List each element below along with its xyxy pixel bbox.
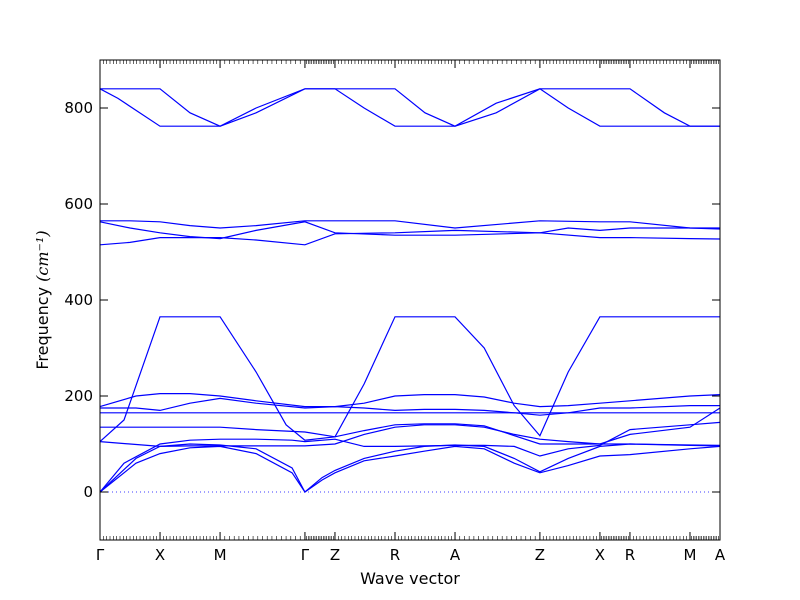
x-tick-label: Γ (301, 546, 310, 564)
x-axis-title: Wave vector (360, 569, 460, 588)
x-tick-label: A (450, 546, 461, 564)
y-tick-label: 800 (64, 99, 93, 117)
phonon-band-5 (99, 316, 720, 443)
y-tick-label: 400 (64, 291, 93, 309)
y-tick-label: 200 (64, 387, 93, 405)
phonon-band-10 (100, 220, 721, 230)
y-tick-label: 600 (64, 195, 93, 213)
x-tick-label: Z (535, 546, 545, 564)
y-axis-unit: (cm⁻¹) (33, 230, 52, 281)
phonon-band-12 (99, 227, 720, 246)
phonon-band-9 (99, 393, 721, 408)
x-tick-label: R (390, 546, 400, 564)
x-tick-label: Z (330, 546, 340, 564)
y-axis-title: Frequency (cm⁻¹) (33, 230, 52, 369)
band-lines (99, 88, 721, 493)
phonon-band-1 (99, 445, 721, 493)
x-tick-label: M (684, 546, 697, 564)
x-tick-label: X (595, 546, 605, 564)
phonon-band-8 (100, 397, 720, 416)
x-tick-label: X (155, 546, 165, 564)
y-ticks: 0 200 400 600 800 (64, 99, 720, 501)
phonon-band-14 (99, 88, 720, 127)
x-tick-label: A (715, 546, 726, 564)
plot-frame (99, 59, 721, 541)
y-tick-label: 0 (83, 483, 93, 501)
phonon-band-2 (99, 443, 721, 493)
phonon-band-13 (100, 88, 720, 127)
x-tick-label: R (625, 546, 635, 564)
x-tick-label: M (214, 546, 227, 564)
phonon-band-6 (100, 423, 721, 447)
phonon-band-11 (99, 221, 721, 240)
x-tick-label: Γ (96, 546, 105, 564)
y-axis-title-text: Frequency (33, 287, 52, 370)
phonon-band-3 (99, 421, 721, 493)
